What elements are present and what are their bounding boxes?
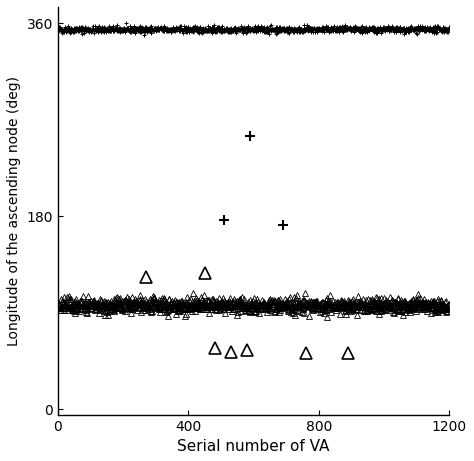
X-axis label: Serial number of VA: Serial number of VA [177, 439, 330, 454]
Y-axis label: Longitude of the ascending node (deg): Longitude of the ascending node (deg) [7, 76, 21, 346]
